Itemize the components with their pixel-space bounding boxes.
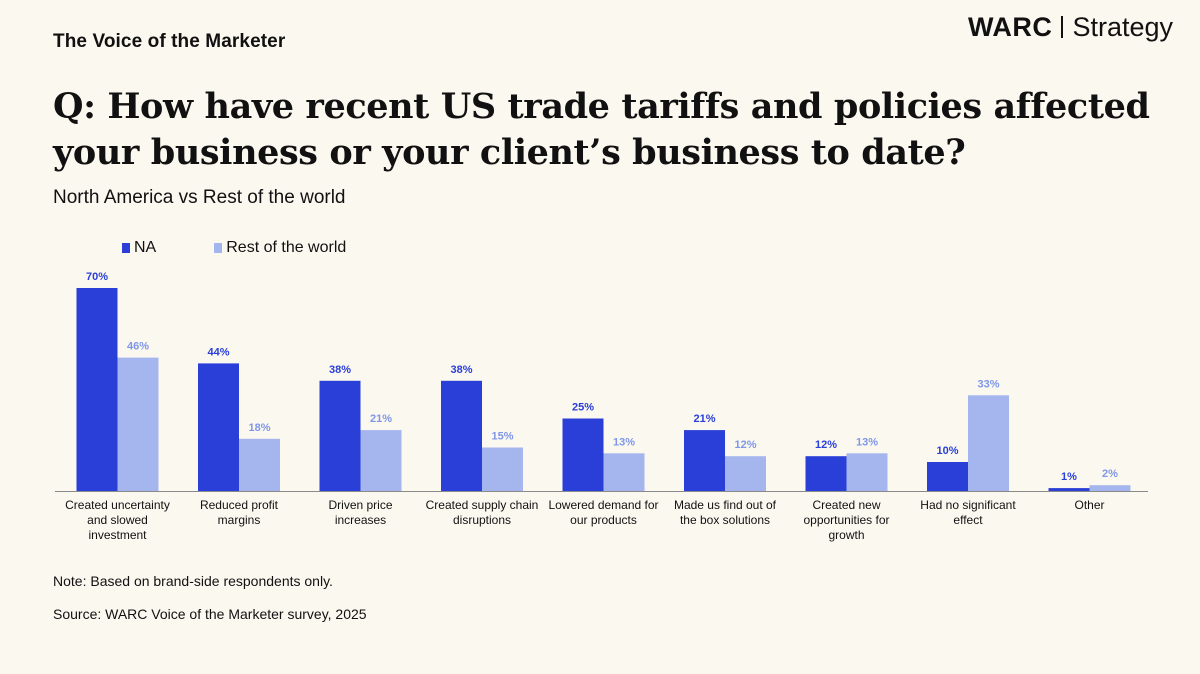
category-label: Lowered demand for our products	[548, 498, 658, 527]
chart-legend: NA Rest of the world	[122, 239, 346, 257]
category-label-line: the box solutions	[680, 513, 770, 527]
value-label-na: 25%	[572, 402, 594, 414]
value-label-row: 46%	[127, 341, 149, 353]
bar-row	[239, 438, 280, 491]
category-label: Other	[1074, 498, 1104, 512]
value-label-row: 33%	[977, 378, 999, 390]
category-label-line: and slowed	[87, 513, 148, 527]
category-label-line: Had no significant	[920, 498, 1016, 512]
category-label-line: Driven price	[328, 498, 392, 512]
category-label-line: Reduced profit	[200, 498, 279, 512]
question-title: Q: How have recent US trade tariffs and …	[53, 84, 1153, 176]
brand-main: WARC	[967, 12, 1053, 42]
category-label: Reduced profit margins	[200, 498, 279, 527]
value-label-row: 13%	[613, 436, 635, 448]
value-label-row: 18%	[248, 422, 270, 434]
bar-na	[927, 462, 968, 491]
category-label: Created new opportunities for growth	[803, 498, 889, 542]
value-label-na: 38%	[329, 364, 351, 376]
bar-na	[441, 380, 482, 491]
bar-na	[1048, 488, 1090, 491]
legend-label-row: Rest of the world	[226, 239, 347, 256]
legend-item-row: Rest of the world	[214, 239, 346, 257]
category-label-line: Made us find out of	[674, 498, 777, 512]
category-label-line: margins	[218, 513, 261, 527]
title-line-1: Q: How have recent US trade tariffs and …	[53, 86, 1150, 127]
legend-swatch-na	[122, 243, 130, 253]
category-label-line: our products	[570, 513, 637, 527]
bar-row	[117, 357, 159, 491]
bar-row	[360, 430, 402, 491]
category-label-line: growth	[828, 528, 864, 542]
legend-label-na: NA	[134, 239, 157, 256]
chart-note: Note: Based on brand-side respondents on…	[53, 573, 333, 589]
category-label-line: Created new	[812, 498, 880, 512]
value-label-na: 38%	[450, 364, 472, 376]
category-label: Created uncertainty and slowed investment	[65, 498, 170, 542]
bar-row	[725, 456, 766, 491]
category-label: Made us find out of the box solutions	[674, 498, 777, 527]
value-label-row: 12%	[734, 439, 756, 451]
value-label-row: 21%	[370, 413, 392, 425]
bar-row	[603, 453, 645, 491]
title-line-2: your business or your client’s business …	[53, 132, 966, 173]
category-label: Created supply chain disruptions	[426, 498, 539, 527]
bar-na	[198, 363, 239, 491]
bar-na	[562, 418, 604, 491]
value-label-na: 70%	[86, 271, 108, 283]
value-label-na: 1%	[1061, 471, 1077, 483]
category-label-line: Created supply chain	[426, 498, 539, 512]
category-label-line: disruptions	[453, 513, 511, 527]
value-label-na: 12%	[815, 439, 837, 451]
value-label-row: 15%	[491, 431, 513, 443]
chart-source: Source: WARC Voice of the Marketer surve…	[53, 606, 367, 622]
bar-row	[968, 395, 1009, 491]
bar-row	[482, 447, 523, 491]
bar-na	[805, 456, 847, 491]
bar-row	[846, 453, 888, 491]
legend-swatch-row	[214, 243, 223, 253]
category-label-line: Other	[1074, 498, 1104, 512]
bar-na	[684, 430, 725, 491]
bar-row	[1089, 485, 1131, 491]
brand-sub: Strategy	[1072, 12, 1173, 42]
legend-item-na: NA	[122, 239, 156, 257]
value-label-row: 2%	[1102, 468, 1118, 480]
category-label-line: opportunities for	[803, 513, 889, 527]
value-label-na: 44%	[207, 346, 229, 358]
report-kicker: The Voice of the Marketer	[53, 31, 286, 52]
value-label-na: 21%	[693, 413, 715, 425]
bar-na	[319, 380, 361, 491]
category-label: Had no significant effect	[920, 498, 1016, 527]
category-label: Driven price increases	[328, 498, 392, 527]
value-label-row: 13%	[856, 436, 878, 448]
category-label-line: effect	[953, 513, 983, 527]
category-label-line: increases	[335, 513, 386, 527]
brand-divider	[1061, 16, 1064, 38]
value-label-na: 10%	[936, 445, 958, 457]
chart-subtitle: North America vs Rest of the world	[53, 187, 346, 208]
bar-na	[76, 288, 118, 491]
category-label-line: investment	[88, 528, 147, 542]
warc-strategy-logo: WARC Strategy	[968, 12, 1173, 43]
category-label-line: Lowered demand for	[548, 498, 658, 512]
category-label-line: Created uncertainty	[65, 498, 170, 512]
